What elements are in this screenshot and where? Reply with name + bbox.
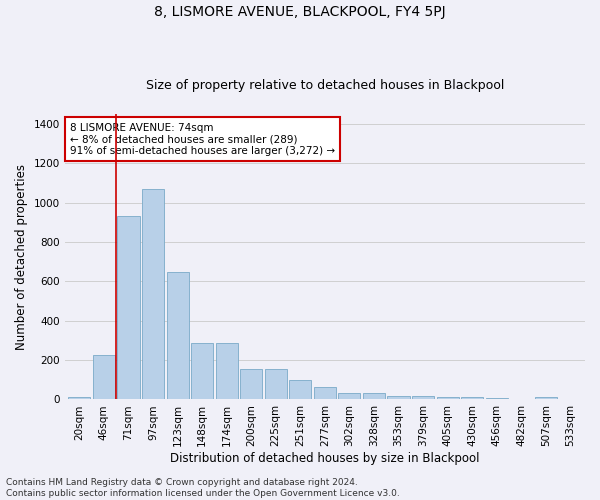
Bar [167,272,188,400]
Bar [412,396,434,400]
Bar [118,216,140,400]
Text: 8, LISMORE AVENUE, BLACKPOOL, FY4 5PJ: 8, LISMORE AVENUE, BLACKPOOL, FY4 5PJ [154,5,446,19]
Bar [240,369,262,400]
Text: 8 LISMORE AVENUE: 74sqm
← 8% of detached houses are smaller (289)
91% of semi-de: 8 LISMORE AVENUE: 74sqm ← 8% of detached… [70,122,335,156]
Bar [265,369,287,400]
X-axis label: Distribution of detached houses by size in Blackpool: Distribution of detached houses by size … [170,452,479,465]
Bar [535,396,557,400]
Title: Size of property relative to detached houses in Blackpool: Size of property relative to detached ho… [146,79,504,92]
Y-axis label: Number of detached properties: Number of detached properties [15,164,28,350]
Bar [142,189,164,400]
Bar [437,396,458,400]
Bar [388,396,410,400]
Bar [68,396,91,400]
Bar [289,380,311,400]
Bar [93,355,115,400]
Bar [363,392,385,400]
Bar [191,344,213,400]
Bar [338,392,361,400]
Bar [215,344,238,400]
Text: Contains HM Land Registry data © Crown copyright and database right 2024.
Contai: Contains HM Land Registry data © Crown c… [6,478,400,498]
Bar [461,396,483,400]
Bar [485,398,508,400]
Bar [314,386,336,400]
